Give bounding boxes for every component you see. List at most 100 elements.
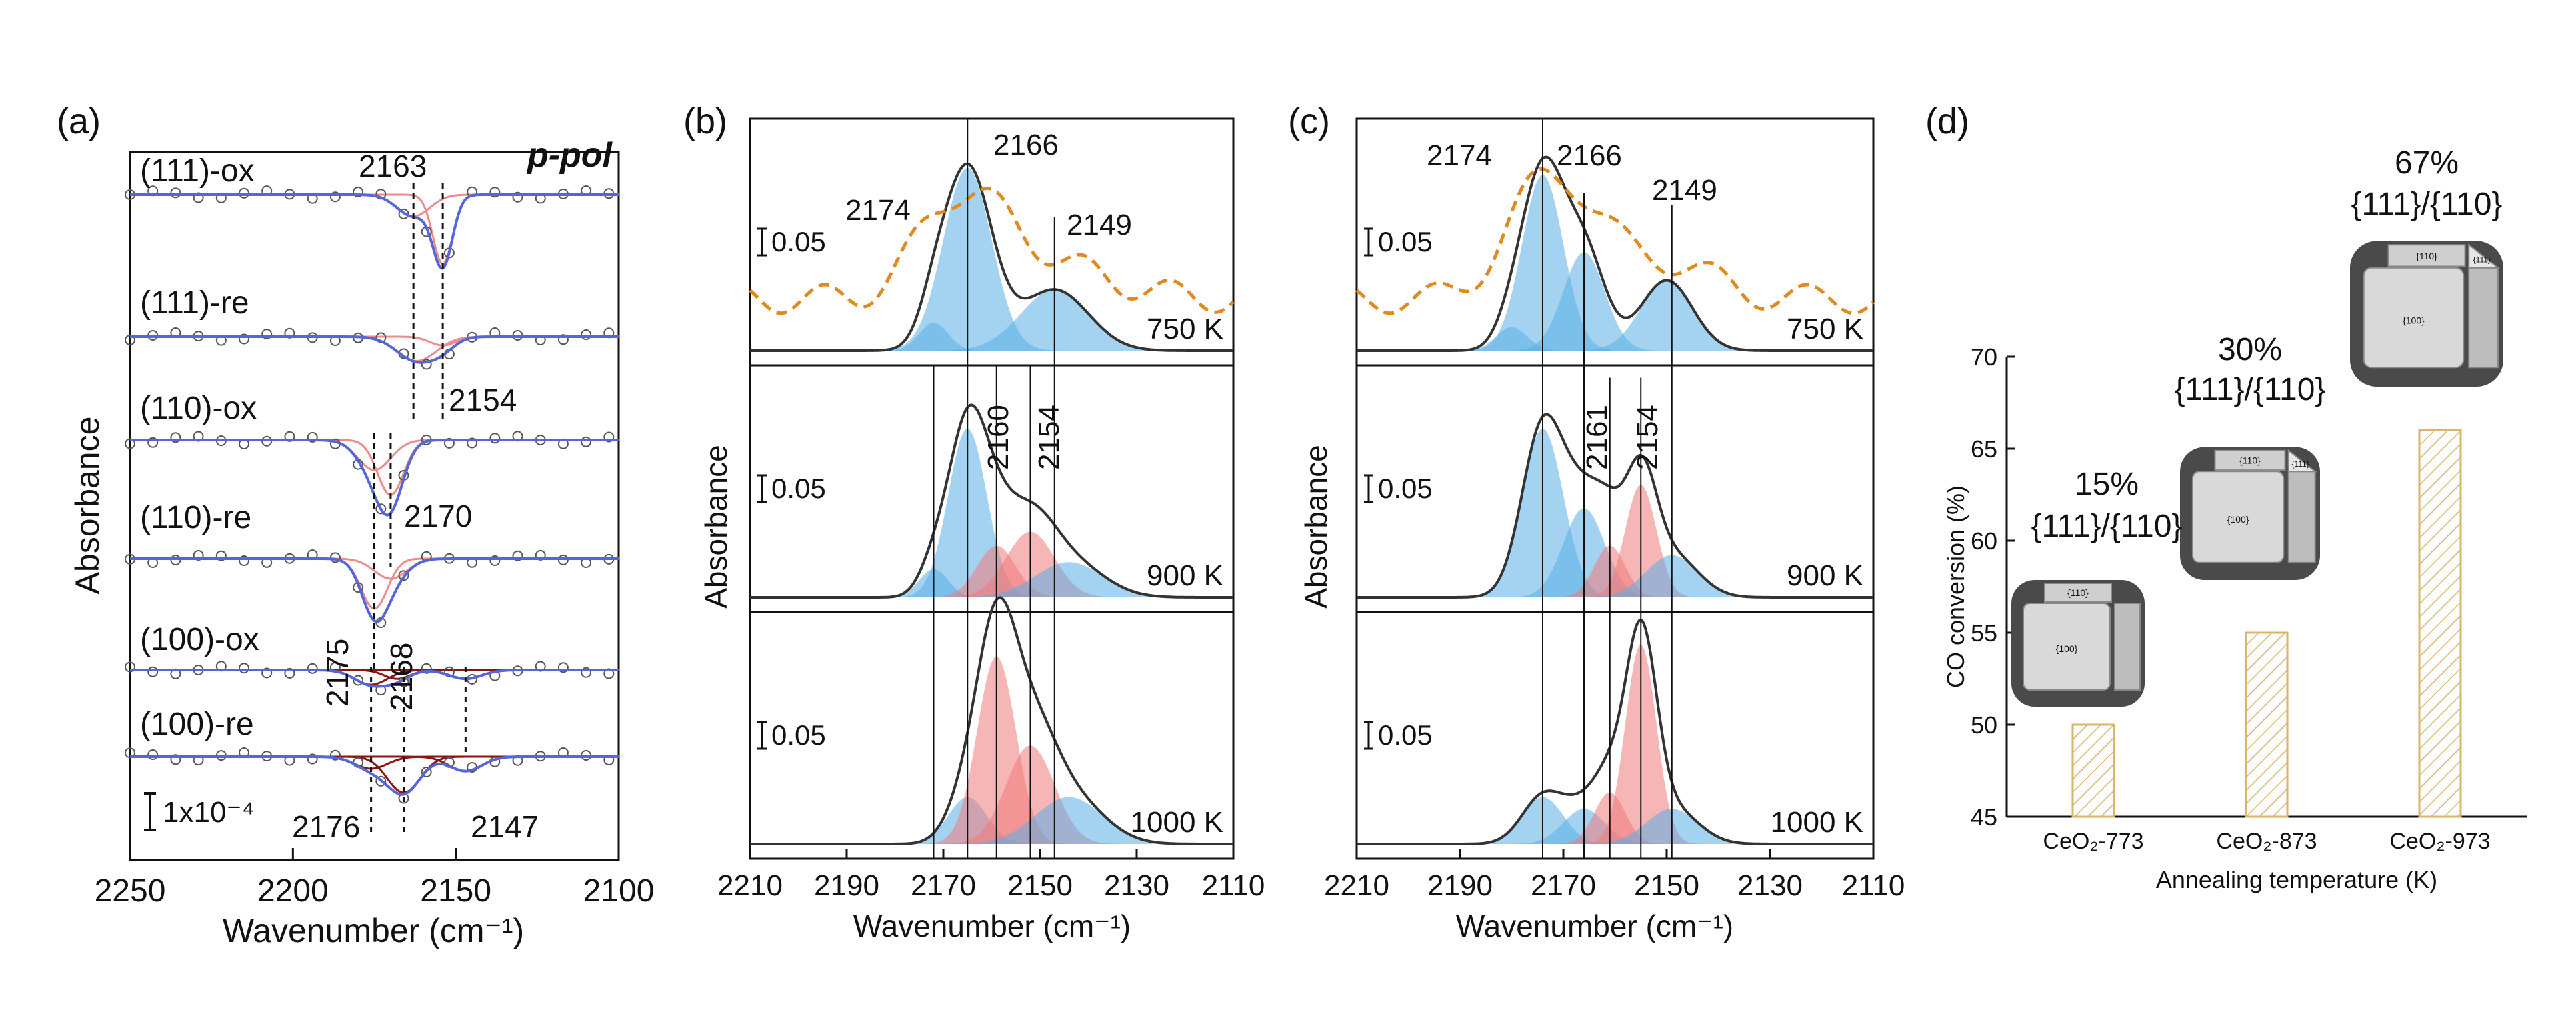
- temperature-label: 900 K: [1787, 559, 1863, 592]
- data-point: [489, 187, 501, 198]
- scale-bar-label: 0.05: [1378, 226, 1433, 257]
- x-tick-label: 2170: [911, 869, 976, 902]
- plot-frame: [749, 117, 1235, 860]
- data-point: [147, 437, 159, 448]
- data-point: [239, 555, 249, 566]
- reference-spectrum: [1355, 167, 1875, 315]
- spectrum-label: (111)-ox: [140, 153, 255, 189]
- facet-111: [2287, 449, 2317, 473]
- bar: [2245, 631, 2289, 818]
- panel-a-scale-bar: 1x10⁻⁴: [144, 792, 255, 831]
- data-point: [125, 661, 135, 673]
- scale-bar-label: 0.05: [771, 473, 826, 504]
- panel-d: (d) CO conversion (%) Annealing temperat…: [1925, 101, 2527, 893]
- data-point: [557, 334, 569, 345]
- facet-label: {110}: [2416, 251, 2437, 261]
- panel-d-label: (d): [1925, 101, 1969, 141]
- component-curve: [130, 193, 619, 265]
- x-category-label: CeO₂-873: [2216, 829, 2317, 854]
- facet-100: [2191, 471, 2285, 563]
- panel-a-spectra: [125, 183, 619, 833]
- y-tick-label: 65: [1971, 435, 1997, 463]
- scale-bar-label: 1x10⁻⁴: [163, 796, 255, 829]
- facet-label: {111}: [2473, 255, 2491, 265]
- facet-110: [2214, 449, 2286, 471]
- x-tick-label: 2210: [717, 869, 783, 902]
- peak-annotation: 2154: [449, 383, 517, 417]
- fit-curve: [130, 193, 619, 270]
- peak-annotation: 2175: [320, 639, 355, 707]
- x-category-label: CeO₂-973: [2389, 829, 2490, 854]
- polyhedron-illustration: {100} {110}: [2011, 580, 2145, 707]
- plot-frame: [1355, 117, 1875, 860]
- spectrum-label: (111)-re: [140, 285, 249, 321]
- x-category-label: CeO₂-773: [2043, 829, 2143, 854]
- spectrum-label: (100)-re: [140, 707, 254, 742]
- x-tick-label: 2210: [1324, 869, 1389, 902]
- panel-d-xlabel: Annealing temperature (K): [2156, 866, 2437, 893]
- data-point: [215, 192, 227, 203]
- x-tick-label: 2150: [1007, 869, 1073, 902]
- peak-label: 2166: [1557, 139, 1622, 172]
- panel-a-peak-annotations: 2163 2154 2170 2175 2168 2176 2147: [292, 149, 539, 844]
- bar-annotation-ratio: {111}/{110}: [2351, 187, 2503, 222]
- fit-peak-area: [750, 745, 1233, 844]
- y-tick-label: 60: [1971, 527, 1997, 555]
- data-point: [581, 329, 592, 340]
- peak-label: 2174: [1427, 139, 1492, 172]
- peak-annotation: 2163: [359, 149, 427, 183]
- x-tick-label: 2250: [95, 873, 166, 909]
- fit-peak-area: [750, 797, 1233, 844]
- data-point: [170, 432, 181, 443]
- panel-b-ylabel: Absorbance: [699, 445, 733, 609]
- data-point: [581, 436, 592, 447]
- x-tick-label: 2190: [1427, 869, 1493, 902]
- data-point: [398, 570, 409, 581]
- temperature-label: 900 K: [1147, 559, 1223, 592]
- data-point: [489, 433, 501, 444]
- total-spectrum: [1357, 618, 1873, 845]
- polyhedron-illustration: {100} {110} {111}: [2180, 447, 2320, 580]
- bar-annotation-percent: 30%: [2218, 332, 2282, 367]
- fit-curve: [130, 669, 619, 688]
- facet-side: [2287, 471, 2316, 563]
- data-point: [239, 663, 249, 674]
- spectrum-label: (110)-ox: [140, 391, 257, 426]
- facet-label: {110}: [2239, 455, 2261, 466]
- data-point: [284, 667, 295, 679]
- data-point: [307, 431, 318, 443]
- panel-b-label: (b): [683, 101, 727, 141]
- facet-100: [2023, 603, 2111, 691]
- x-tick-label: 2110: [1202, 869, 1265, 902]
- data-point: [170, 187, 181, 199]
- peak-label: 2149: [1067, 209, 1132, 241]
- spectrum-label: (100)-ox: [140, 622, 259, 657]
- data-point: [557, 662, 569, 673]
- temperature-label: 1000 K: [1771, 806, 1863, 839]
- data-point: [307, 663, 318, 674]
- x-tick-label: 2190: [814, 869, 879, 902]
- peak-label: 2154: [1631, 405, 1664, 470]
- data-point: [193, 192, 204, 203]
- data-point: [375, 775, 387, 787]
- facet-label: {100}: [2403, 315, 2425, 326]
- data-point: [603, 431, 615, 443]
- facet-100: [2363, 267, 2465, 369]
- peak-label: 2154: [1033, 405, 1065, 470]
- panel-c-ylabel: Absorbance: [1299, 445, 1333, 609]
- facet-label: {110}: [2067, 587, 2089, 598]
- x-tick-label: 2130: [1737, 869, 1803, 902]
- scale-bar-label: 0.05: [771, 719, 826, 751]
- fit-peak-area: [750, 545, 1233, 597]
- data-point: [421, 663, 432, 674]
- data-point: [170, 754, 181, 765]
- data-point: [307, 753, 318, 765]
- total-spectrum: [1357, 155, 1873, 352]
- panel-a-label: (a): [57, 101, 101, 141]
- peak-label: 2160: [982, 405, 1015, 470]
- peak-label: 2174: [845, 194, 911, 227]
- bar-annotation-ratio: {111}/{110}: [2175, 372, 2326, 407]
- data-point: [329, 749, 341, 761]
- bar-annotation-percent: 67%: [2395, 145, 2459, 181]
- polyhedron-illustration: {100} {110} {111}: [2350, 241, 2503, 387]
